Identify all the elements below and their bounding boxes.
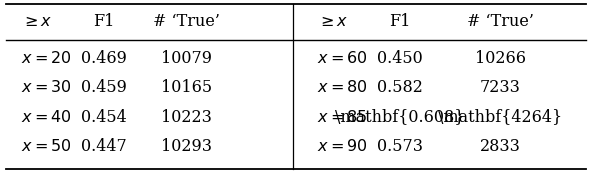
Text: $\geq x$: $\geq x$ — [21, 13, 52, 30]
Text: # ‘True’: # ‘True’ — [467, 13, 533, 30]
Text: 0.450: 0.450 — [377, 51, 423, 67]
Text: 10079: 10079 — [161, 51, 212, 67]
Text: 10165: 10165 — [161, 80, 212, 96]
Text: 10223: 10223 — [161, 109, 212, 125]
Text: F1: F1 — [389, 13, 410, 30]
Text: $\geq x$: $\geq x$ — [317, 13, 348, 30]
Text: $x = 50$: $x = 50$ — [21, 138, 72, 155]
Text: $x = 20$: $x = 20$ — [21, 51, 72, 67]
Text: $x = 80$: $x = 80$ — [317, 80, 368, 96]
Text: $x = 30$: $x = 30$ — [21, 80, 72, 96]
Text: 10293: 10293 — [161, 138, 212, 155]
Text: $x = 90$: $x = 90$ — [317, 138, 368, 155]
Text: 7233: 7233 — [480, 80, 521, 96]
Text: 2833: 2833 — [480, 138, 521, 155]
Text: \mathbf{4264}: \mathbf{4264} — [438, 109, 562, 125]
Text: \mathbf{0.608}: \mathbf{0.608} — [335, 109, 464, 125]
Text: F1: F1 — [93, 13, 114, 30]
Text: 0.573: 0.573 — [377, 138, 423, 155]
Text: 0.454: 0.454 — [81, 109, 127, 125]
Text: # ‘True’: # ‘True’ — [153, 13, 220, 30]
Text: $x = 40$: $x = 40$ — [21, 109, 72, 125]
Text: $x = 85$: $x = 85$ — [317, 109, 367, 125]
Text: $x = 60$: $x = 60$ — [317, 51, 368, 67]
Text: 0.447: 0.447 — [81, 138, 127, 155]
Text: 10266: 10266 — [475, 51, 526, 67]
Text: 0.469: 0.469 — [81, 51, 127, 67]
Text: 0.459: 0.459 — [81, 80, 127, 96]
Text: 0.582: 0.582 — [377, 80, 423, 96]
